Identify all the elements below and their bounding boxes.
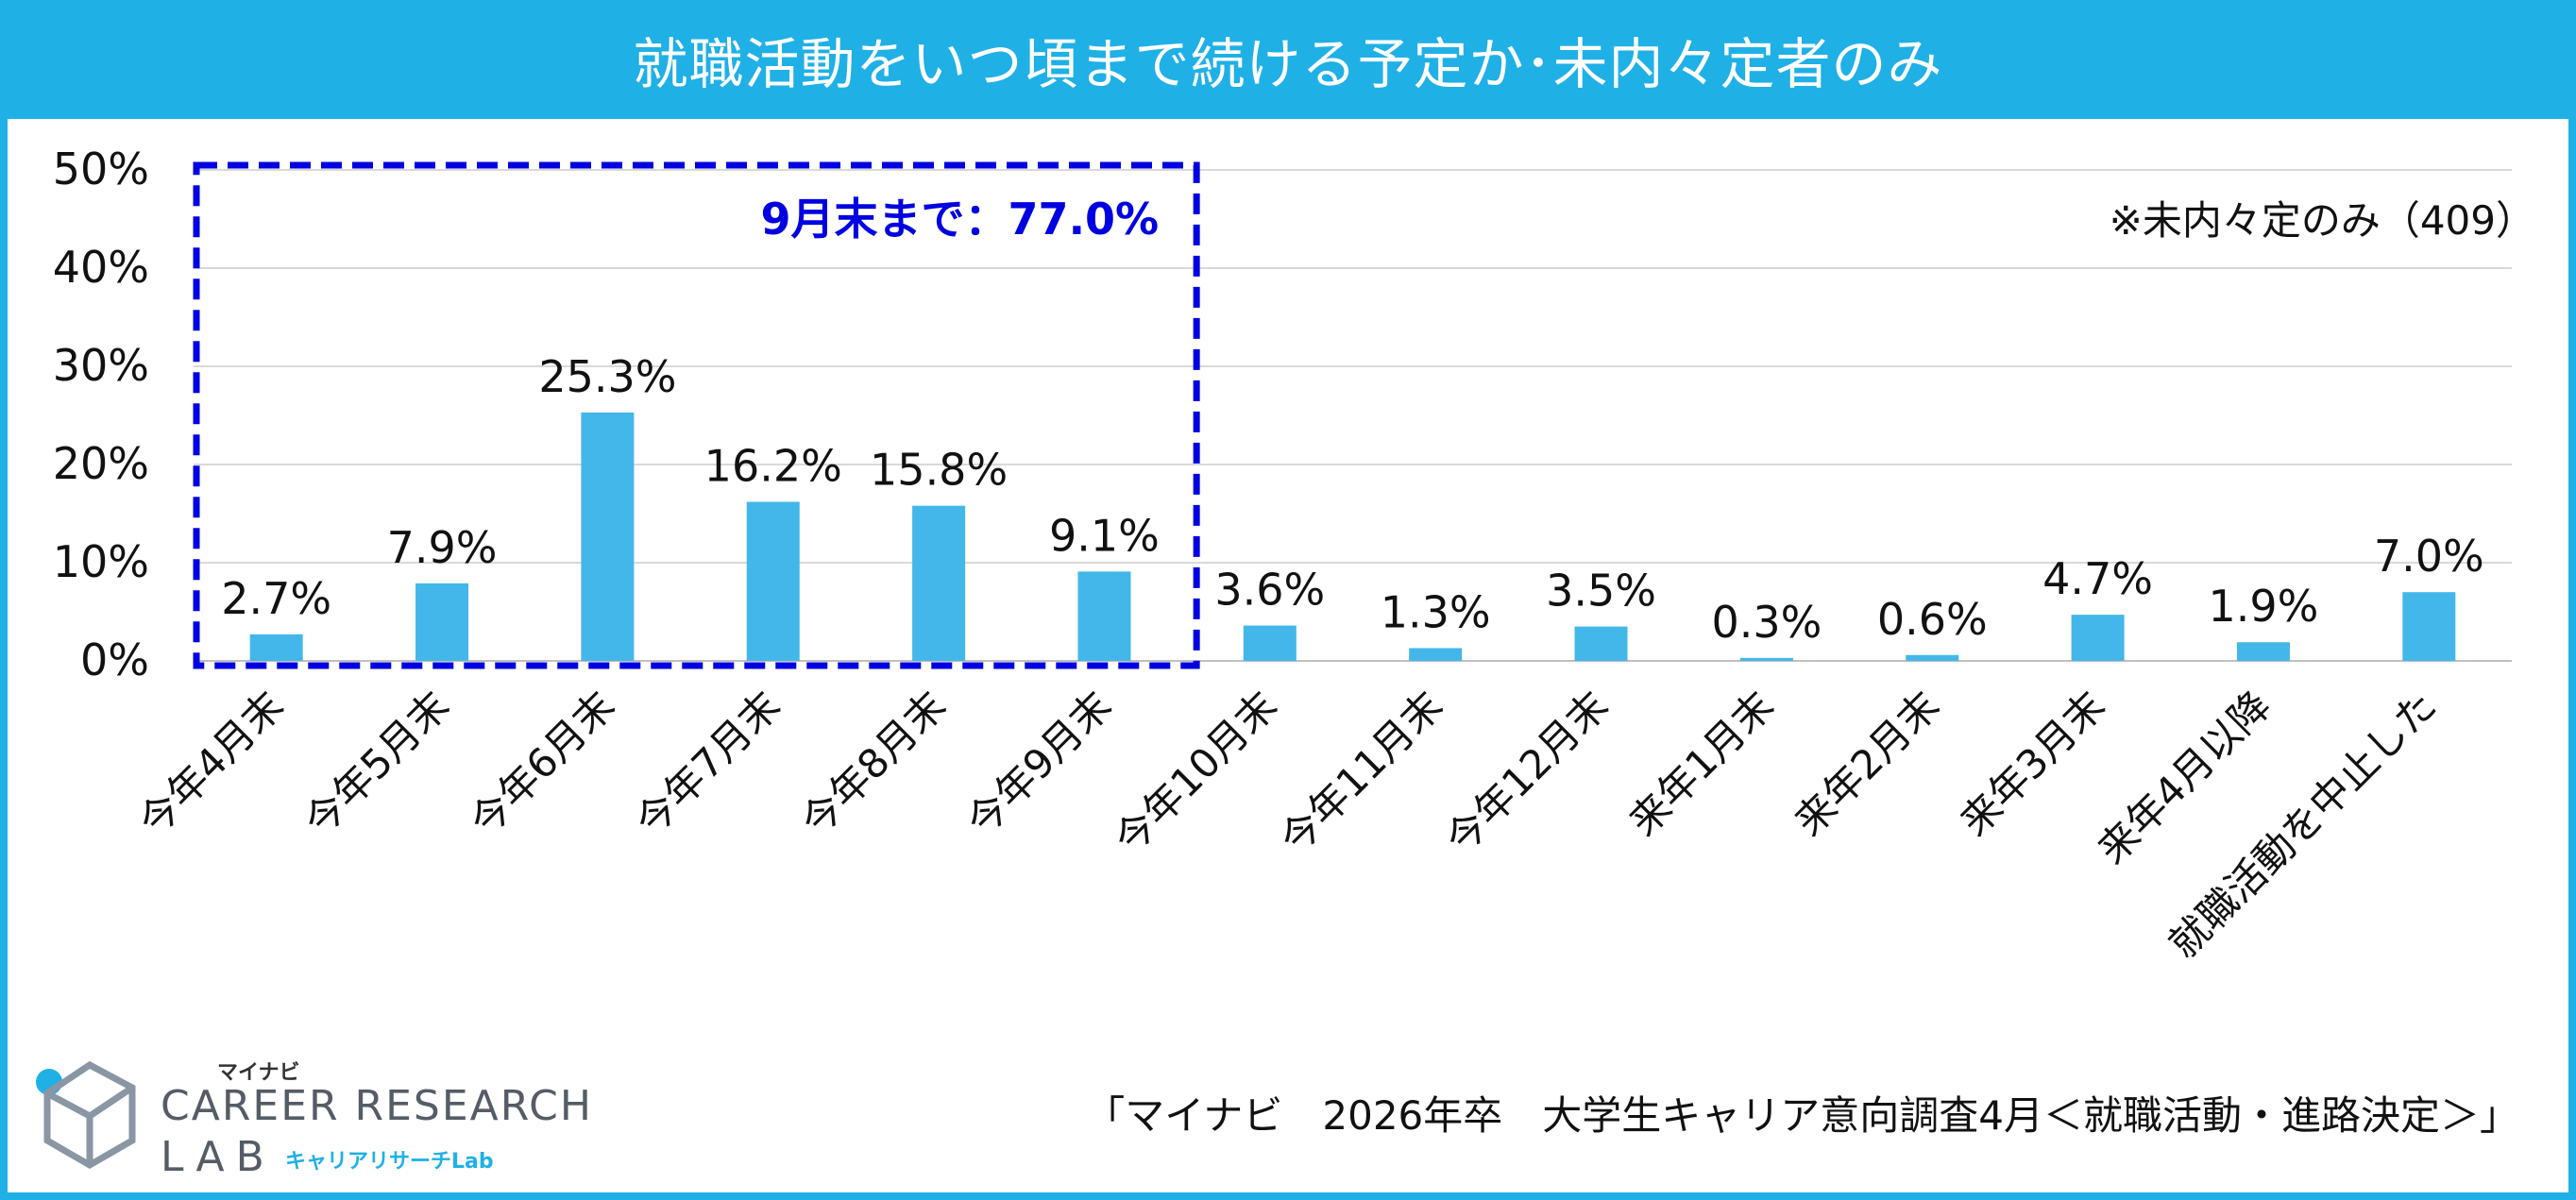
data-label: 2.7% [221,573,331,624]
bar-chart: 0% 10% 20% 30% 40% 50% 2.7% 今年4月末 7.9% 今年5月末 25.3%… [53,144,2535,967]
logo-wordmark-line1: CAREER RESEARCH [161,1082,593,1130]
x-tick-label: 今年4月末 [129,682,292,844]
highlight-box [193,161,1200,669]
data-label: 9.1% [1049,510,1160,561]
x-tick-label: 来年1月末 [1620,682,1783,844]
data-label: 4.7% [2042,553,2153,604]
data-label: 7.0% [2374,531,2484,582]
y-tick-label: 20% [53,438,149,489]
logo-wordmark-line2: LAB [161,1133,276,1181]
bar [1574,626,1628,661]
x-tick-label: 今年5月末 [296,682,458,844]
chart-title: 就職活動をいつ頃まで続ける予定か･未内々定者のみ [0,0,2576,119]
annotation-label: 9月末まで：77.0% [761,194,1160,245]
y-tick-label: 50% [53,144,149,194]
data-label: 3.6% [1214,565,1325,616]
logo-kana: マイナビ [217,1061,300,1085]
data-label: 1.3% [1381,586,1491,637]
x-tick-label: 今年8月末 [792,682,955,844]
data-label: 1.9% [2209,581,2319,632]
bar [1906,654,1959,661]
logo-cube-icon [36,1060,136,1170]
sample-note: ※未内々定のみ（409） [2110,197,2535,244]
bar [746,501,800,661]
data-label: 25.3% [538,351,676,402]
y-tick-label: 30% [53,340,149,391]
y-tick-label: 40% [53,242,149,293]
bar [912,505,966,661]
bar [1243,625,1296,661]
source-note: 「マイナビ 2026年卒 大学生キャリア意向調査4月＜就職活動・進路決定＞」 [1085,1092,2519,1139]
logo: マイナビ CAREER RESEARCH LAB キャリアリサーチLab [28,1056,595,1188]
x-tick-label: 今年12月末 [1436,682,1617,862]
bar [1739,657,1793,661]
x-tick-label: 来年2月末 [1786,682,1948,844]
y-tick-label: 0% [80,634,149,685]
y-tick-label: 10% [53,536,149,587]
data-label: 16.2% [704,441,842,492]
bar [2071,615,2125,661]
x-tick-label: 今年7月末 [626,682,788,844]
x-tick-label: 来年3月末 [1951,682,2113,844]
x-tick-label: 今年10月末 [1106,682,1286,862]
x-tick-label: 今年6月末 [461,682,623,844]
data-label: 7.9% [387,522,498,573]
x-tick-label: 今年11月末 [1271,682,1451,862]
logo-subtitle: キャリアリサーチLab [285,1150,494,1174]
bar [581,412,635,661]
bar [1077,571,1131,661]
bar [1409,648,1463,661]
data-label: 0.3% [1711,597,1822,648]
bar [415,583,469,661]
data-label: 3.5% [1546,566,1656,617]
bar [249,634,303,661]
bar [2402,592,2456,661]
x-tick-label: 今年9月末 [958,682,1120,844]
data-label: 0.6% [1877,594,1988,645]
bar [2236,642,2290,661]
data-label: 15.8% [870,445,1008,496]
